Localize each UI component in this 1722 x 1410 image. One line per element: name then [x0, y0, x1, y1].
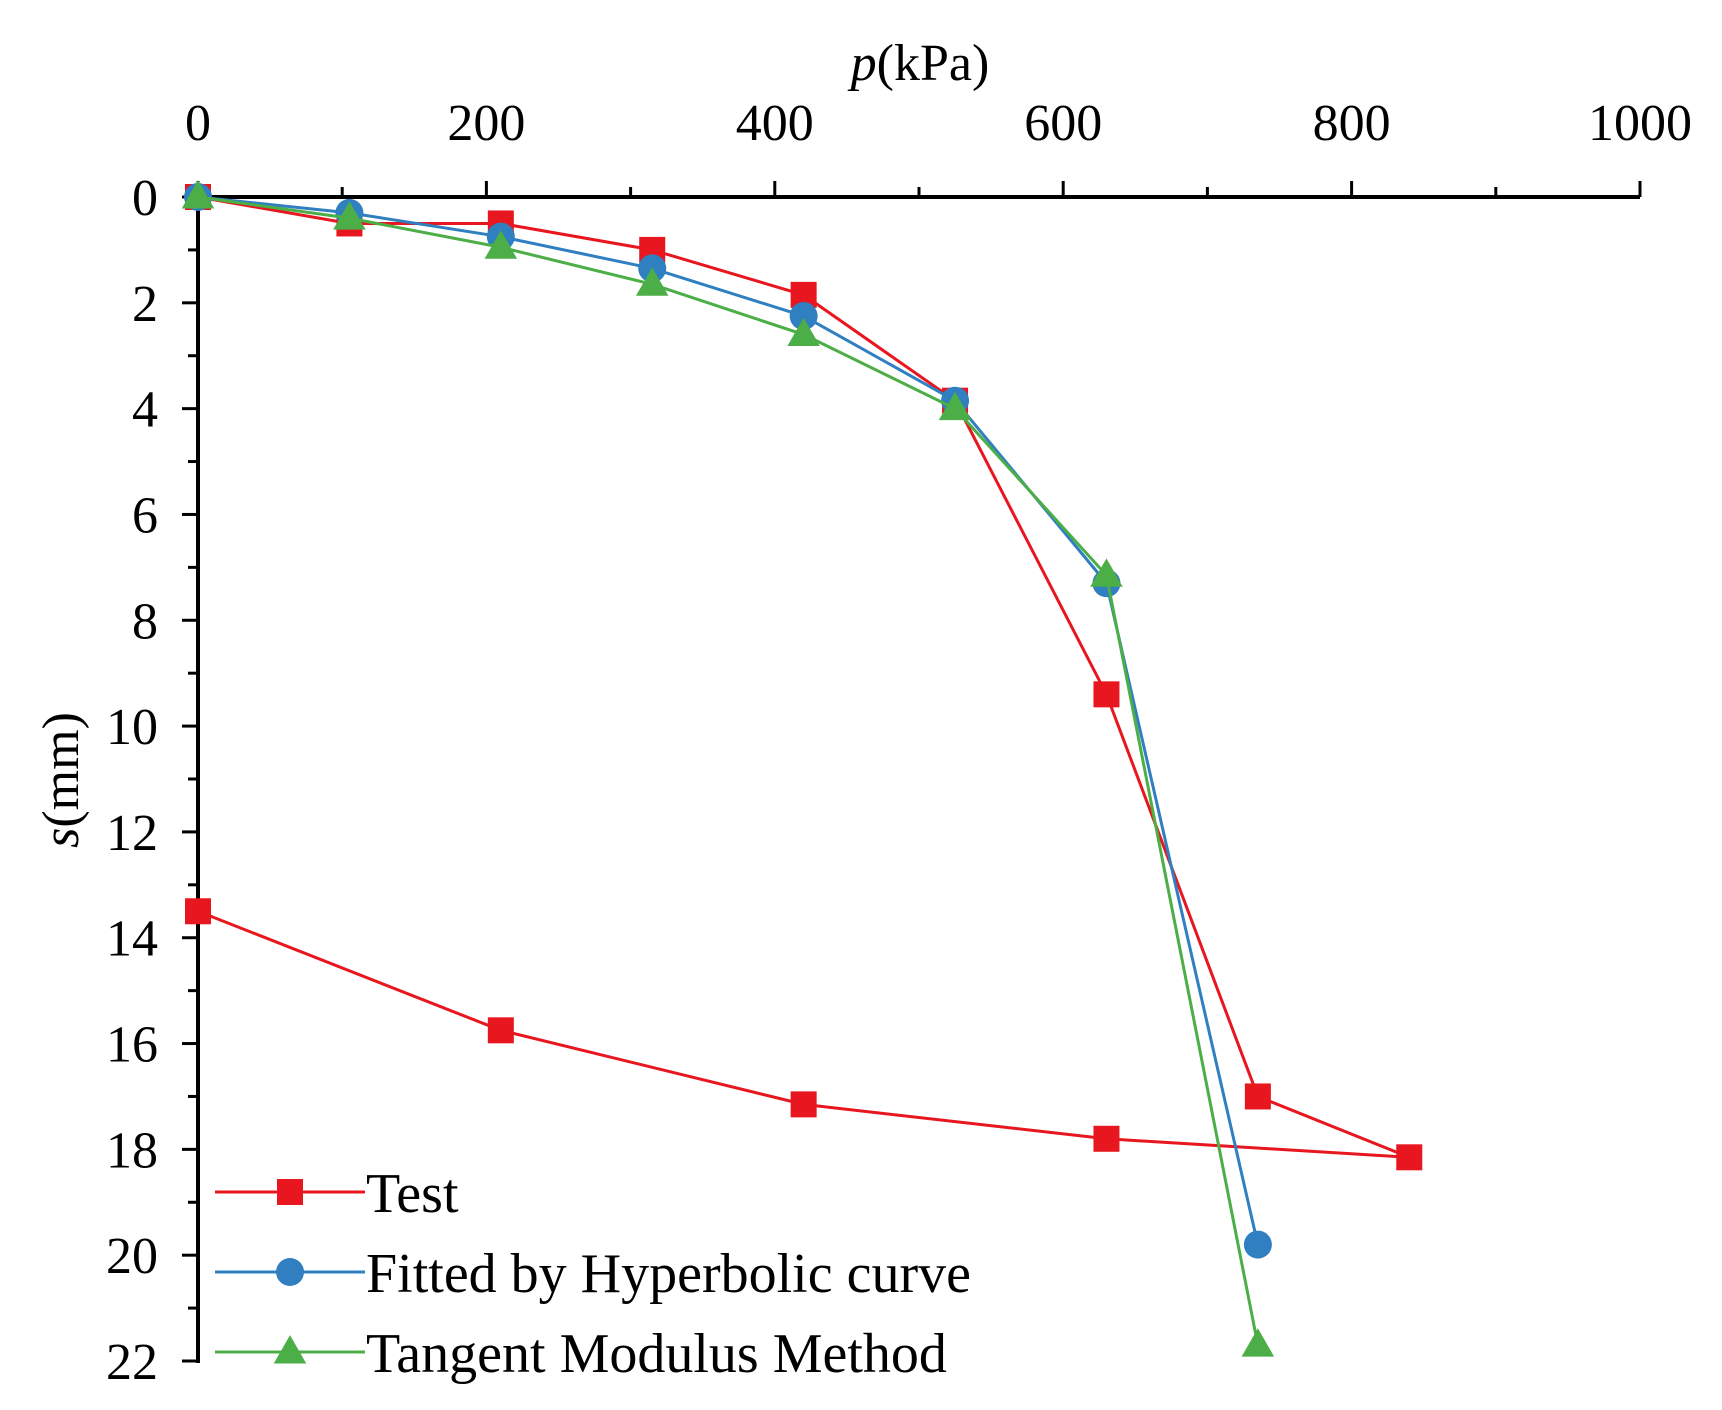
y-axis-title: s(mm)	[33, 712, 90, 848]
x-tick-label: 0	[185, 95, 211, 152]
data-point-square	[1396, 1144, 1423, 1171]
series-line	[197, 195, 1260, 1245]
data-point-triangle	[273, 1335, 307, 1364]
x-axis-unit: (kPa)	[877, 35, 990, 92]
axes: 0 200 400 600 800 1000 0 2 4 6 8 10 12 14 16 18 20 22 p(kP…	[33, 35, 1692, 1391]
y-tick-label: 0	[132, 170, 158, 227]
series-circle	[184, 183, 1272, 1259]
legend: Test Fitted by Hyperbolic curve Tangent Mo…	[215, 1163, 971, 1385]
data-point-square	[277, 1179, 303, 1205]
data-point-triangle	[938, 391, 972, 421]
data-point-square	[487, 1017, 514, 1044]
y-tick-label: 18	[106, 1122, 158, 1179]
y-tick-label: 8	[132, 593, 158, 650]
legend-item: Test	[215, 1163, 459, 1225]
data-point-square	[185, 898, 211, 925]
data-point-triangle	[181, 180, 215, 209]
y-tick-label: 16	[106, 1017, 158, 1074]
y-tick-label: 4	[132, 382, 158, 439]
data-point-circle	[1243, 1230, 1272, 1259]
legend-label: Test	[366, 1163, 459, 1225]
series-triangle	[181, 180, 1275, 1357]
y-axis-unit: (mm)	[33, 712, 90, 828]
series-line	[197, 195, 1260, 1346]
data-point-triangle	[333, 201, 366, 230]
x-tick-label: 200	[447, 95, 525, 152]
data-point-triangle	[635, 267, 669, 296]
legend-label: Tangent Modulus Method	[366, 1323, 947, 1385]
legend-item: Tangent Modulus Method	[215, 1323, 947, 1385]
x-axis-title: p(kPa)	[847, 35, 990, 92]
data-point-square	[1244, 1083, 1271, 1110]
y-tick-label: 14	[106, 911, 158, 968]
data-point-square	[790, 1091, 817, 1118]
x-tick-label: 600	[1024, 95, 1102, 152]
data-point-square	[1093, 1125, 1120, 1152]
y-tick-label: 2	[132, 276, 158, 333]
y-tick-label: 12	[106, 805, 158, 862]
y-axis-var: s	[33, 828, 90, 848]
data-point-circle	[789, 302, 818, 331]
data-point-circle	[276, 1258, 304, 1286]
y-tick-label: 20	[106, 1228, 158, 1285]
x-tick-label: 400	[736, 95, 814, 152]
data-point-triangle	[787, 317, 820, 347]
legend-item: Fitted by Hyperbolic curve	[215, 1243, 971, 1305]
x-tick-label: 800	[1313, 95, 1391, 152]
x-axis-var: p	[847, 35, 877, 92]
data-point-triangle	[1241, 1328, 1275, 1357]
data-point-triangle	[484, 230, 518, 259]
legend-label: Fitted by Hyperbolic curve	[366, 1243, 971, 1305]
data-point-triangle	[1090, 558, 1123, 587]
x-tick-label: 1000	[1588, 95, 1692, 152]
y-tick-label: 6	[132, 487, 158, 544]
data-point-square	[1093, 681, 1120, 708]
y-tick-label: 22	[106, 1334, 158, 1391]
series-layer	[181, 180, 1423, 1357]
y-tick-label: 10	[106, 699, 158, 756]
